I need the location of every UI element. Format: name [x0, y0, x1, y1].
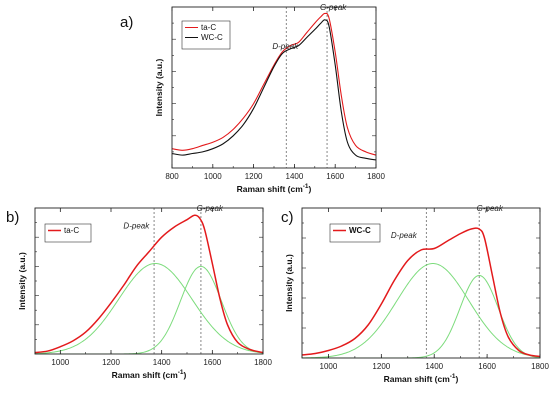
x-tick-label: 1400: [425, 362, 443, 371]
legend-entry-ta-c: ta-C: [201, 23, 216, 32]
x-tick-label: 1400: [286, 172, 304, 181]
x-axis-label: Raman shift (cm-1): [112, 369, 187, 380]
series-line-wc-c: [302, 227, 540, 358]
legend-box: [181, 20, 231, 50]
x-tick-label: 1000: [320, 362, 338, 371]
panel-2: c) 1000 1200 1400 1600 1800 Raman shift (cm-1)…: [281, 204, 549, 384]
annotation-g-peak: G-peak: [477, 204, 504, 213]
fit-component-0: [302, 262, 540, 358]
series-line-ta-c: [35, 214, 263, 354]
x-tick-label: 1600: [203, 358, 221, 367]
x-tick-label: 1800: [531, 362, 549, 371]
x-axis-label: Raman shift (cm-1): [384, 373, 459, 384]
legend-entry-ta-c: ta-C: [64, 226, 79, 235]
annotation-g-peak: G-peak: [320, 3, 347, 12]
plot-area: [302, 208, 540, 358]
legend-entry-wc-c: WC-C: [349, 226, 371, 235]
x-tick-label: 1200: [245, 172, 263, 181]
y-axis-label: Intensity (a.u.): [154, 59, 164, 117]
annotation-d-peak: D-peak: [123, 221, 150, 230]
annotation-d-peak: D-peak: [272, 42, 299, 51]
annotation-d-peak: D-peak: [391, 231, 418, 240]
legend-box: [329, 223, 381, 243]
x-tick-label: 800: [165, 172, 179, 181]
y-axis-label: Intensity (a.u.): [17, 252, 27, 310]
panel-1: b) 1000 1200 1400 1600 1800 Raman shift (cm-1)…: [6, 204, 272, 380]
series-line-wc-c: [172, 19, 376, 161]
series-line-ta-c: [172, 12, 376, 156]
x-tick-label: 1600: [478, 362, 496, 371]
x-tick-label: 1800: [367, 172, 385, 181]
x-tick-label: 1400: [153, 358, 171, 367]
fit-component-0: [35, 262, 263, 354]
x-tick-label: 1800: [254, 358, 272, 367]
x-tick-label: 1200: [372, 362, 390, 371]
legend: ta-C: [44, 223, 92, 243]
panel-label: b): [6, 209, 19, 226]
legend-entry-wc-c: WC-C: [201, 33, 223, 42]
plot-area: [172, 7, 376, 168]
panel-0: a) 800 1000 1200 1400 1600 1800 Raman shift (cm…: [120, 3, 385, 194]
legend: ta-CWC-C: [181, 20, 231, 50]
panel-label: c): [281, 209, 294, 226]
x-axis-label: Raman shift (cm-1): [237, 183, 312, 194]
fit-component-1: [35, 265, 263, 354]
plot-area: [35, 208, 263, 354]
x-tick-label: 1600: [326, 172, 344, 181]
x-tick-label: 1000: [204, 172, 222, 181]
x-tick-label: 1200: [102, 358, 120, 367]
panel-label: a): [120, 14, 133, 31]
x-tick-label: 1000: [51, 358, 69, 367]
y-axis-label: Intensity (a.u.): [284, 254, 294, 312]
fit-component-1: [302, 275, 540, 358]
legend-box: [44, 223, 92, 243]
annotation-g-peak: G-peak: [197, 204, 224, 213]
legend: WC-C: [329, 223, 381, 243]
